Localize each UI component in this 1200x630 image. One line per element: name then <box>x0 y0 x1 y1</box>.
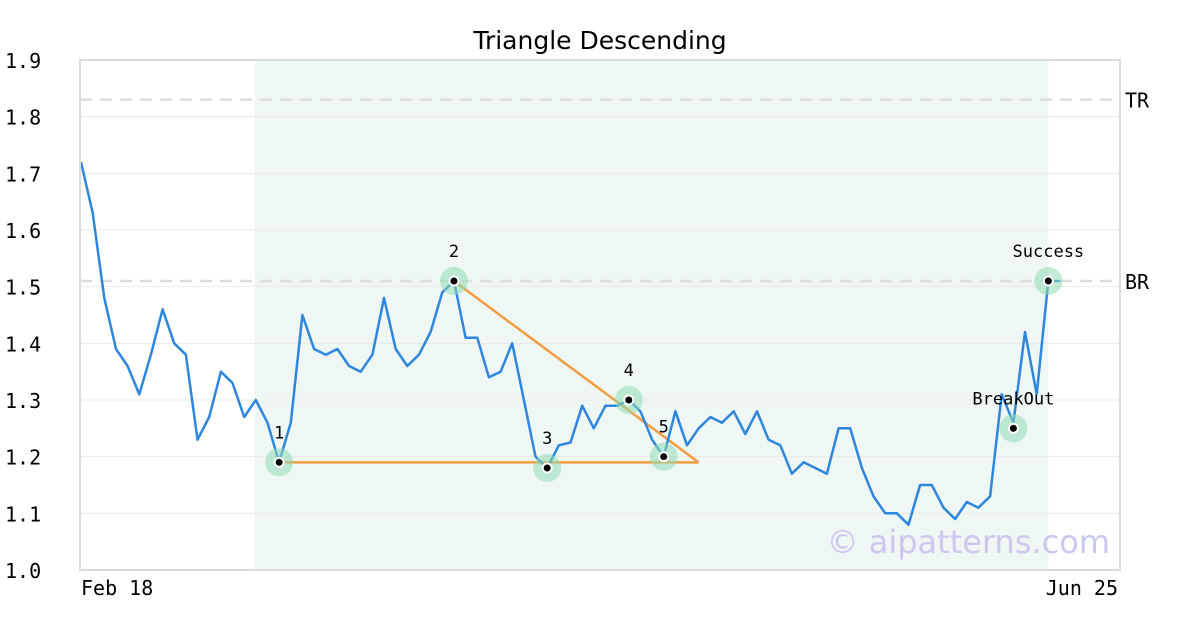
point-label: 4 <box>624 361 634 381</box>
point-label: BreakOut <box>972 389 1054 409</box>
y-tick-label: 1.4 <box>5 332 41 356</box>
y-tick-label: 1.1 <box>5 502 41 526</box>
pattern-point: 1 <box>265 423 294 477</box>
x-tick-label: Jun 25 <box>1046 576 1118 600</box>
y-tick-label: 1.3 <box>5 389 41 413</box>
pattern-point: BreakOut <box>972 389 1054 443</box>
watermark: © aipatterns.com <box>827 523 1110 561</box>
pattern-points: 1 2 3 4 5 BreakOut Success <box>265 242 1084 482</box>
point-dot <box>1009 424 1017 432</box>
pattern-point: 5 <box>649 418 678 471</box>
pattern-point: 4 <box>614 361 643 414</box>
y-axis: 1.0 1.1 1.2 1.3 1.4 1.5 1.6 1.7 1.8 1.9 <box>5 49 41 583</box>
point-dot <box>275 458 283 466</box>
point-dot <box>1044 277 1052 285</box>
y-tick-label: 1.7 <box>5 162 41 186</box>
x-axis: Feb 18 Jun 25 <box>81 576 1118 600</box>
point-dot <box>660 453 668 461</box>
y-tick-label: 1.9 <box>5 49 41 73</box>
pattern-point: 3 <box>533 429 562 482</box>
point-dot <box>625 396 633 404</box>
level-lines: TR BR <box>80 89 1150 294</box>
plot-frame <box>79 59 1121 571</box>
y-tick-label: 1.0 <box>5 559 41 583</box>
point-label: 3 <box>542 429 552 449</box>
level-label: TR <box>1125 89 1150 113</box>
point-label: 2 <box>449 242 459 262</box>
pattern-region <box>254 60 1049 570</box>
triangle-line <box>453 279 700 464</box>
point-dot <box>543 464 551 472</box>
triangle-lines <box>279 279 700 464</box>
level-label: BR <box>1125 270 1150 294</box>
pattern-point: 2 <box>439 242 468 295</box>
y-tick-label: 1.2 <box>5 446 41 470</box>
y-tick-label: 1.8 <box>5 106 41 130</box>
x-tick-label: Feb 18 <box>81 576 153 600</box>
point-label: 5 <box>659 418 669 438</box>
point-label: 1 <box>274 423 284 443</box>
point-label: Success <box>1013 242 1085 262</box>
y-tick-label: 1.5 <box>5 276 41 300</box>
chart-title: Triangle Descending <box>472 26 726 55</box>
price-line <box>79 161 1060 526</box>
y-tick-label: 1.6 <box>5 219 41 243</box>
point-dot <box>450 277 458 285</box>
pattern-point: Success <box>1013 242 1085 295</box>
